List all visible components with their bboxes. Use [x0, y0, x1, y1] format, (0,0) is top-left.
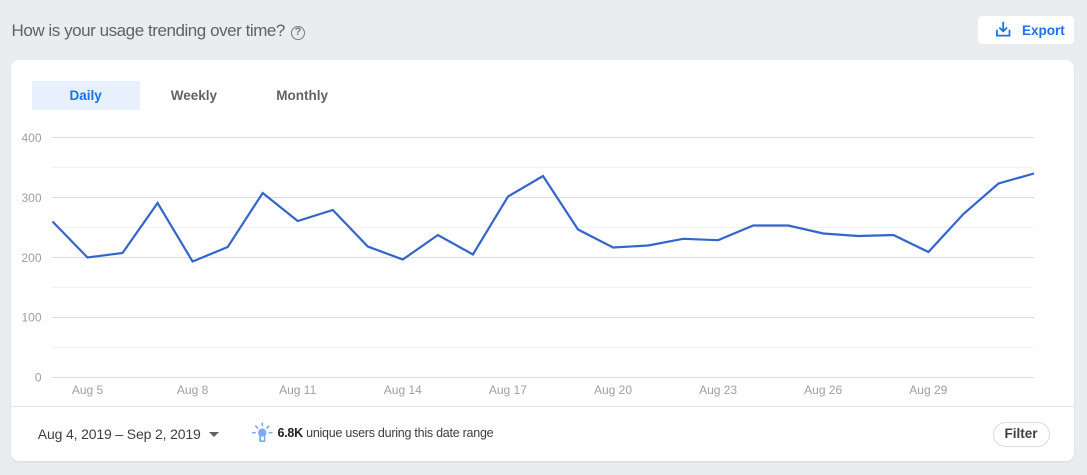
svg-text:400: 400	[21, 131, 41, 145]
svg-text:Aug 5: Aug 5	[72, 383, 104, 397]
svg-text:Aug 14: Aug 14	[384, 383, 422, 397]
svg-text:Aug 11: Aug 11	[279, 383, 316, 397]
svg-text:200: 200	[21, 251, 41, 265]
svg-text:0: 0	[35, 371, 42, 385]
svg-text:Aug 29: Aug 29	[909, 383, 947, 397]
svg-text:300: 300	[21, 191, 41, 205]
svg-text:Aug 8: Aug 8	[177, 383, 209, 397]
svg-text:Aug 17: Aug 17	[489, 383, 527, 397]
svg-text:100: 100	[21, 311, 41, 325]
svg-text:Aug 26: Aug 26	[804, 383, 842, 397]
svg-text:Aug 23: Aug 23	[699, 383, 737, 397]
svg-text:Aug 20: Aug 20	[594, 383, 632, 397]
